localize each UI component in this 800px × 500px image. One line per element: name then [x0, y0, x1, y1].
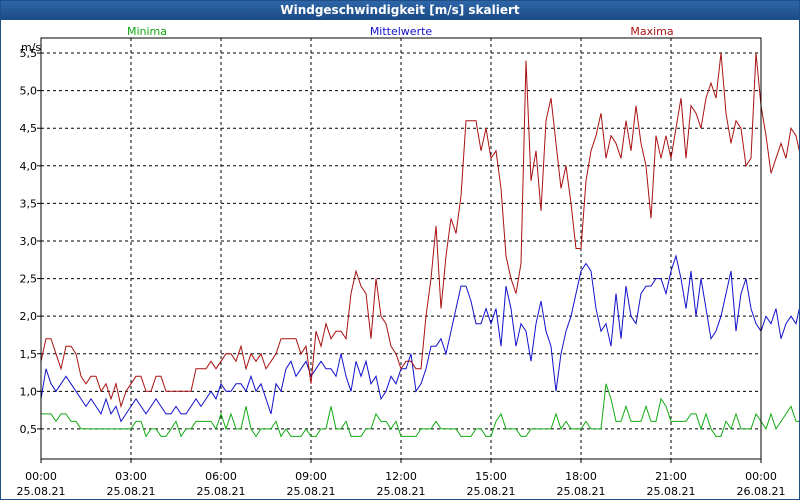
- y-tick-label: 5,0: [20, 85, 38, 98]
- x-tick-time: 03:00: [115, 470, 147, 483]
- y-tick-label: 2,0: [20, 310, 38, 323]
- plot-border: [40, 37, 762, 460]
- series-line-mittelwerte: [40, 254, 799, 423]
- labels: 0,5 1,0 1,5 2,0 2,5 3,0 3,5 4,0 4,5 5,0 5,5 00:00 25…: [17, 25, 786, 498]
- x-tick-date: 25.08.21: [287, 485, 336, 498]
- y-axis-label: m/s: [21, 41, 41, 54]
- x-tick-time: 00:00: [745, 470, 777, 483]
- x-tick-date: 25.08.21: [377, 485, 426, 498]
- x-tick-date: 25.08.21: [647, 485, 696, 498]
- x-tick-time: 18:00: [565, 470, 597, 483]
- y-tick-label: 4,5: [20, 122, 38, 135]
- x-tick-time: 12:00: [385, 470, 417, 483]
- chart-title: Windgeschwindigkeit [m/s] skaliert: [1, 1, 799, 20]
- y-tick-label: 4,0: [20, 160, 38, 173]
- grid: [41, 38, 761, 459]
- x-tick-date: 26.08.21: [737, 485, 786, 498]
- y-tick-label: 2,5: [20, 273, 38, 286]
- x-tick-time: 21:00: [655, 470, 687, 483]
- y-tick-label: 1,5: [20, 348, 38, 361]
- series-line-maxima: [40, 52, 799, 409]
- legend-minima: Minima: [127, 25, 167, 38]
- y-tick-label: 3,0: [20, 235, 38, 248]
- x-tick-date: 25.08.21: [17, 485, 66, 498]
- x-tick-time: 15:00: [475, 470, 507, 483]
- y-tick-label: 5,5: [20, 47, 38, 60]
- y-tick-label: 1,0: [20, 385, 38, 398]
- axes: [37, 37, 762, 463]
- x-tick-date: 25.08.21: [557, 485, 606, 498]
- x-tick-date: 25.08.21: [467, 485, 516, 498]
- x-tick-time: 06:00: [205, 470, 237, 483]
- x-tick-time: 00:00: [25, 470, 57, 483]
- legend-maxima: Maxima: [630, 25, 673, 38]
- series-line-minima: [41, 383, 799, 438]
- y-tick-label: 0,5: [20, 423, 38, 436]
- y-tick-label: 3,5: [20, 197, 38, 210]
- x-tick-date: 25.08.21: [107, 485, 156, 498]
- x-tick-date: 25.08.21: [197, 485, 246, 498]
- x-tick-time: 09:00: [295, 470, 327, 483]
- legend-mittelwerte: Mittelwerte: [370, 25, 433, 38]
- series-lines: [40, 52, 799, 438]
